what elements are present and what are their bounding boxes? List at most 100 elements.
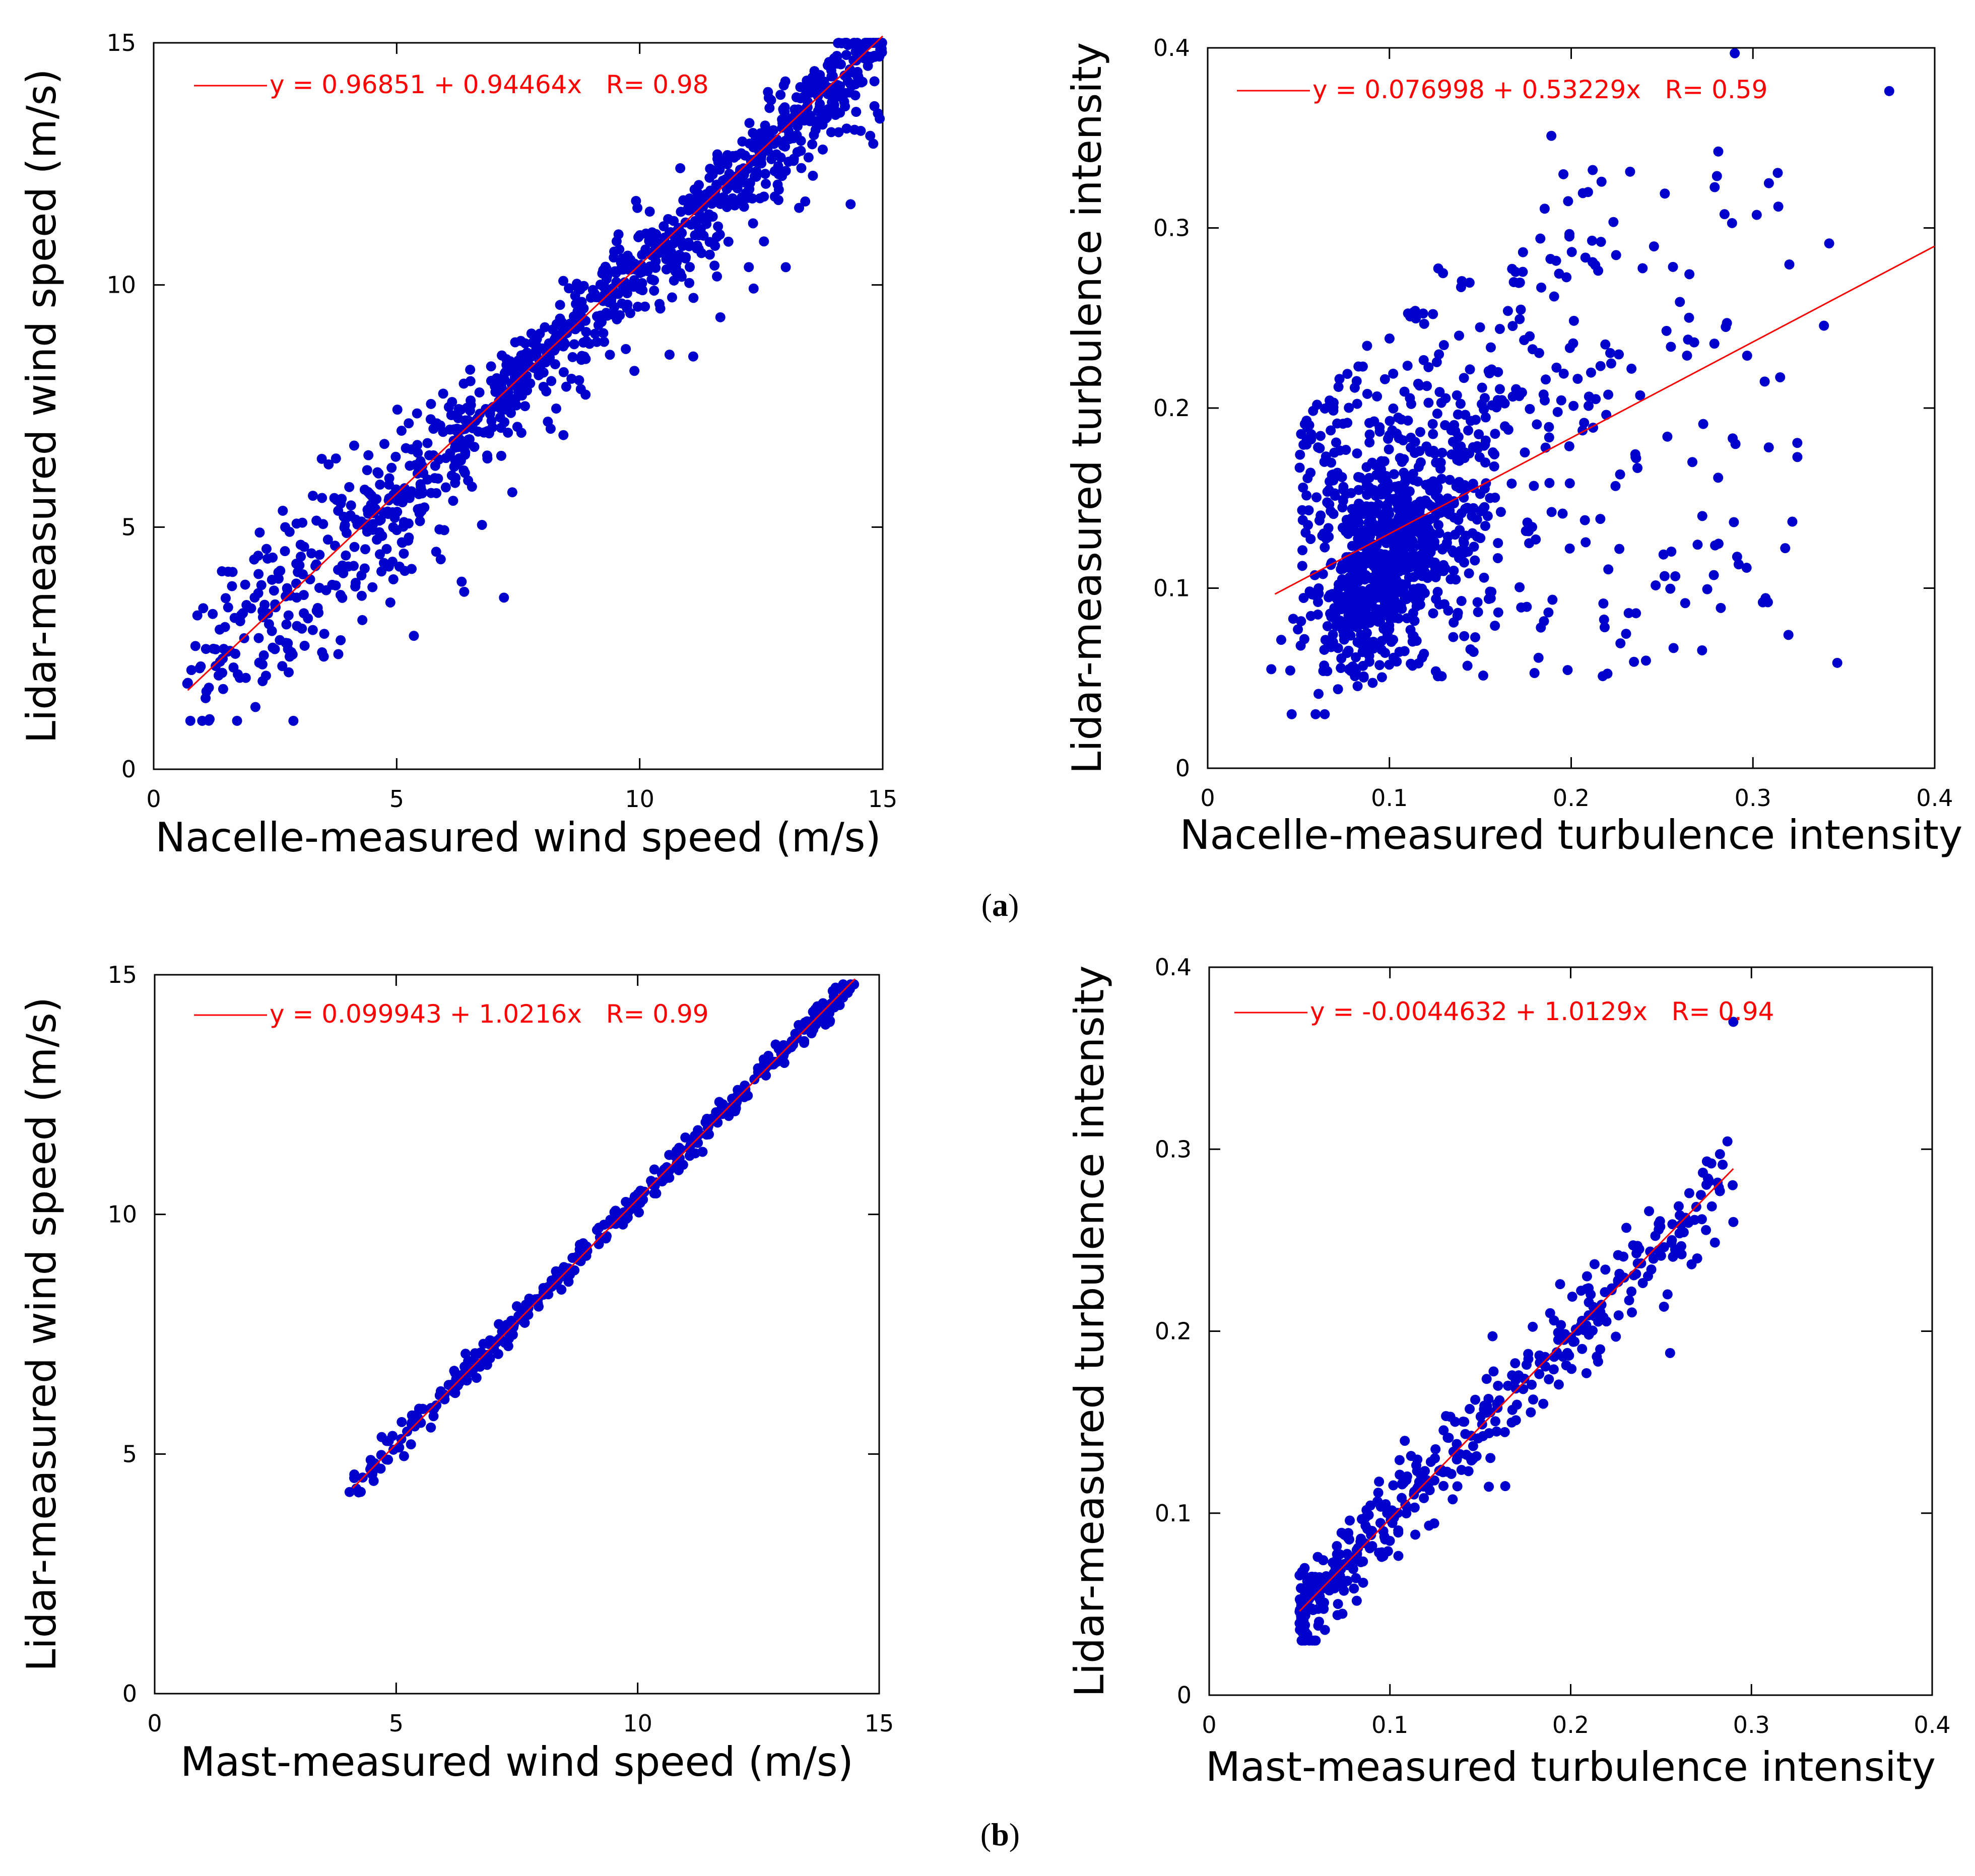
data-point [1393,1551,1404,1561]
data-point [610,266,620,277]
y-axis-label: Lidar-measured wind speed (m/s) [18,997,65,1671]
data-point [384,480,394,490]
data-point [1342,369,1353,379]
y-tick-label: 0.1 [1155,1500,1192,1527]
data-point [1600,339,1611,350]
data-point [573,283,583,294]
data-point [269,585,279,596]
data-point [388,1444,399,1455]
data-point [1568,400,1579,411]
data-point [462,403,473,413]
data-point [634,1207,644,1218]
data-point [1397,1479,1407,1490]
data-point [1449,565,1459,576]
data-point [1727,218,1737,228]
data-point [1364,618,1375,628]
data-point [1715,1186,1725,1196]
data-point [1424,479,1435,489]
data-point [1528,1321,1538,1332]
data-point [218,684,228,694]
data-point [833,127,844,138]
data-point [1479,404,1489,415]
data-point [793,104,804,115]
y-tick-label: 15 [107,961,137,988]
data-point [1468,442,1478,452]
data-point [530,1294,541,1305]
data-point [1709,182,1720,192]
data-point [474,387,485,398]
data-point [1487,400,1497,411]
data-point [1516,304,1526,315]
data-point [1293,624,1303,635]
data-point [1709,339,1720,349]
data-point [1444,475,1455,485]
data-point [1367,457,1377,468]
data-point [1453,409,1463,420]
data-point [1611,250,1621,260]
data-point [1544,422,1554,432]
data-point [404,418,414,429]
data-point [1477,382,1487,393]
data-point [727,195,737,206]
data-point [254,527,265,538]
data-point [1696,1214,1707,1225]
data-point [1515,582,1525,592]
data-point [1481,1374,1492,1384]
data-point [1334,374,1345,384]
data-point [390,451,401,462]
data-point [1548,1364,1559,1375]
data-point [1362,1524,1372,1534]
data-point [1503,424,1513,435]
data-point [470,1348,480,1359]
data-point [1285,665,1295,676]
data-point [1715,1149,1725,1160]
data-point [494,1319,504,1329]
data-point [1301,435,1312,445]
data-point [1351,1573,1361,1583]
data-point [684,1151,695,1161]
data-point [1313,442,1324,453]
data-point [650,262,661,273]
data-point [1642,1271,1653,1282]
data-point [1448,632,1459,642]
data-point [1381,508,1392,518]
data-point [753,1068,764,1079]
data-point [796,163,807,173]
data-point [1334,618,1344,629]
data-point [713,157,723,168]
data-point [1563,196,1573,207]
data-point [1494,384,1505,394]
chart-b-right: 0 0.1 0.2 0.3 0.4 0 0.1 0.2 0.3 0.4 Mast-measured … [1066,954,1951,1790]
data-point [1297,561,1307,571]
data-point [1562,665,1573,676]
data-point [1581,1368,1592,1378]
x-axis-label: Mast-measured turbulence intensity [1206,1744,1936,1790]
data-point [1534,348,1544,358]
data-point [258,650,269,660]
data-point [806,87,817,98]
data-point [1400,494,1410,504]
data-point [670,1151,680,1161]
data-point [791,92,802,103]
data-point [631,195,641,206]
data-point [1595,514,1606,524]
data-point [832,58,843,69]
data-point [1319,1603,1329,1614]
x-tick-label: 0.2 [1553,784,1590,812]
data-point [713,221,723,232]
data-point [426,398,436,409]
data-point [768,150,778,161]
data-point [649,285,660,296]
data-point [406,1439,416,1450]
data-point [799,1036,810,1046]
data-point [564,283,574,294]
data-point [1303,1594,1313,1604]
data-point [662,1167,672,1177]
data-point [292,621,302,631]
data-point [1379,549,1390,560]
data-point [415,516,425,526]
data-point [1615,638,1626,649]
data-point [1298,592,1309,603]
data-point [1544,432,1554,443]
data-point [1418,308,1428,319]
